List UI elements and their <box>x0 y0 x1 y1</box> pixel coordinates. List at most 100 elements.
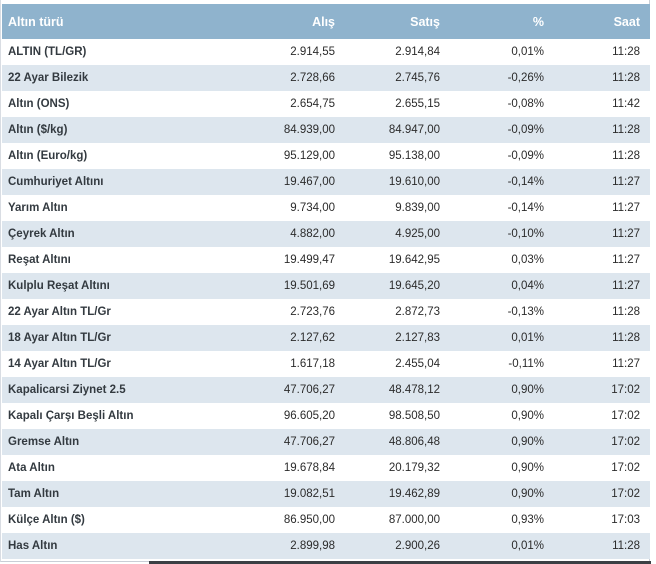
change-percent: -0,13% <box>440 299 544 325</box>
gold-type-name: Külçe Altın ($) <box>2 507 217 533</box>
gold-type-name: Reşat Altını <box>2 247 217 273</box>
table-row[interactable]: ALTIN (TL/GR) 2.914,55 2.914,84 0,01% 11:28 <box>2 39 650 65</box>
update-time: 11:28 <box>544 299 650 325</box>
gold-type-name: Altın (ONS) <box>2 91 217 117</box>
buy-price: 19.501,69 <box>217 273 335 299</box>
gold-type-name: 14 Ayar Altın TL/Gr <box>2 351 217 377</box>
buy-price: 19.499,47 <box>217 247 335 273</box>
buy-price: 2.899,98 <box>217 533 335 559</box>
update-time: 11:27 <box>544 169 650 195</box>
change-percent: -0,11% <box>440 351 544 377</box>
change-percent: -0,08% <box>440 91 544 117</box>
update-time: 17:03 <box>544 507 650 533</box>
update-time: 17:02 <box>544 429 650 455</box>
gold-type-name: Altın (Euro/kg) <box>2 143 217 169</box>
table-row[interactable]: Has Altın 2.899,98 2.900,26 0,01% 11:28 <box>2 533 650 559</box>
table-row[interactable]: Reşat Altını 19.499,47 19.642,95 0,03% 11:27 <box>2 247 650 273</box>
table-row[interactable]: 22 Ayar Bilezik 2.728,66 2.745,76 -0,26% 11:… <box>2 65 650 91</box>
update-time: 11:27 <box>544 221 650 247</box>
buy-price: 19.082,51 <box>217 481 335 507</box>
change-percent: -0,14% <box>440 195 544 221</box>
gold-type-name: Altın ($/kg) <box>2 117 217 143</box>
buy-price: 84.939,00 <box>217 117 335 143</box>
sell-price: 2.872,73 <box>335 299 440 325</box>
gold-type-name: 22 Ayar Bilezik <box>2 65 217 91</box>
buy-price: 2.728,66 <box>217 65 335 91</box>
buy-price: 47.706,27 <box>217 377 335 403</box>
change-percent: -0,10% <box>440 221 544 247</box>
table-row[interactable]: Altın ($/kg) 84.939,00 84.947,00 -0,09% 11:2… <box>2 117 650 143</box>
table-row[interactable]: Çeyrek Altın 4.882,00 4.925,00 -0,10% 11:27 <box>2 221 650 247</box>
update-time: 11:28 <box>544 325 650 351</box>
table-row[interactable]: Gremse Altın 47.706,27 48.806,48 0,90% 17:02 <box>2 429 650 455</box>
table-row[interactable]: Yarım Altın 9.734,00 9.839,00 -0,14% 11:27 <box>2 195 650 221</box>
change-percent: 0,04% <box>440 273 544 299</box>
column-header-name[interactable]: Altın türü <box>2 4 217 39</box>
gold-type-name: Gremse Altın <box>2 429 217 455</box>
table-row[interactable]: Altın (Euro/kg) 95.129,00 95.138,00 -0,09% 1… <box>2 143 650 169</box>
change-percent: 0,01% <box>440 39 544 65</box>
sell-price: 9.839,00 <box>335 195 440 221</box>
column-header-time[interactable]: Saat <box>544 4 650 39</box>
column-header-sell[interactable]: Satış <box>335 4 440 39</box>
update-time: 17:02 <box>544 377 650 403</box>
sell-price: 19.642,95 <box>335 247 440 273</box>
sell-price: 48.806,48 <box>335 429 440 455</box>
change-percent: 0,01% <box>440 325 544 351</box>
table-header-row: Altın türü Alış Satış % Saat <box>2 4 650 39</box>
table-row[interactable]: Altın (ONS) 2.654,75 2.655,15 -0,08% 11:42 <box>2 91 650 117</box>
gold-type-name: Ata Altın <box>2 455 217 481</box>
sell-price: 19.610,00 <box>335 169 440 195</box>
sell-price: 98.508,50 <box>335 403 440 429</box>
update-time: 11:28 <box>544 533 650 559</box>
sell-price: 2.455,04 <box>335 351 440 377</box>
update-time: 11:28 <box>544 39 650 65</box>
buy-price: 2.654,75 <box>217 91 335 117</box>
gold-type-name: Tam Altın <box>2 481 217 507</box>
update-time: 11:28 <box>544 143 650 169</box>
buy-price: 19.678,84 <box>217 455 335 481</box>
gold-type-name: Has Altın <box>2 533 217 559</box>
gold-type-name: Kulplu Reşat Altını <box>2 273 217 299</box>
column-header-buy[interactable]: Alış <box>217 4 335 39</box>
table-row[interactable]: Tam Altın 19.082,51 19.462,89 0,90% 17:02 <box>2 481 650 507</box>
buy-price: 86.950,00 <box>217 507 335 533</box>
table-row[interactable]: Kulplu Reşat Altını 19.501,69 19.645,20 0,0… <box>2 273 650 299</box>
change-percent: -0,09% <box>440 143 544 169</box>
buy-price: 1.617,18 <box>217 351 335 377</box>
change-percent: 0,90% <box>440 455 544 481</box>
sell-price: 19.462,89 <box>335 481 440 507</box>
gold-type-name: ALTIN (TL/GR) <box>2 39 217 65</box>
sell-price: 19.645,20 <box>335 273 440 299</box>
update-time: 11:27 <box>544 195 650 221</box>
gold-type-name: 18 Ayar Altın TL/Gr <box>2 325 217 351</box>
update-time: 17:02 <box>544 455 650 481</box>
sell-price: 2.745,76 <box>335 65 440 91</box>
change-percent: 0,03% <box>440 247 544 273</box>
table-row[interactable]: Kapalicarsi Ziynet 2.5 47.706,27 48.478,12… <box>2 377 650 403</box>
sell-price: 2.914,84 <box>335 39 440 65</box>
gold-type-name: Kapalicarsi Ziynet 2.5 <box>2 377 217 403</box>
table-row[interactable]: 22 Ayar Altın TL/Gr 2.723,76 2.872,73 -0,13… <box>2 299 650 325</box>
gold-type-name: Yarım Altın <box>2 195 217 221</box>
update-time: 17:02 <box>544 481 650 507</box>
update-time: 11:28 <box>544 117 650 143</box>
column-header-change-percent[interactable]: % <box>440 4 544 39</box>
sell-price: 2.127,83 <box>335 325 440 351</box>
table-row[interactable]: Külçe Altın ($) 86.950,00 87.000,00 0,93% 17… <box>2 507 650 533</box>
change-percent: 0,01% <box>440 533 544 559</box>
table-row[interactable]: 14 Ayar Altın TL/Gr 1.617,18 2.455,04 -0,11… <box>2 351 650 377</box>
update-time: 11:27 <box>544 273 650 299</box>
gold-type-name: 22 Ayar Altın TL/Gr <box>2 299 217 325</box>
change-percent: 0,90% <box>440 403 544 429</box>
sell-price: 2.900,26 <box>335 533 440 559</box>
table-body: ALTIN (TL/GR) 2.914,55 2.914,84 0,01% 11:28 2… <box>2 39 650 559</box>
table-row[interactable]: Kapalı Çarşı Beşli Altın 96.605,20 98.508,… <box>2 403 650 429</box>
buy-price: 47.706,27 <box>217 429 335 455</box>
bottom-scrollbar-track <box>149 561 651 564</box>
table-row[interactable]: Ata Altın 19.678,84 20.179,32 0,90% 17:02 <box>2 455 650 481</box>
table-row[interactable]: 18 Ayar Altın TL/Gr 2.127,62 2.127,83 0,01%… <box>2 325 650 351</box>
sell-price: 87.000,00 <box>335 507 440 533</box>
table-row[interactable]: Cumhuriyet Altını 19.467,00 19.610,00 -0,14… <box>2 169 650 195</box>
